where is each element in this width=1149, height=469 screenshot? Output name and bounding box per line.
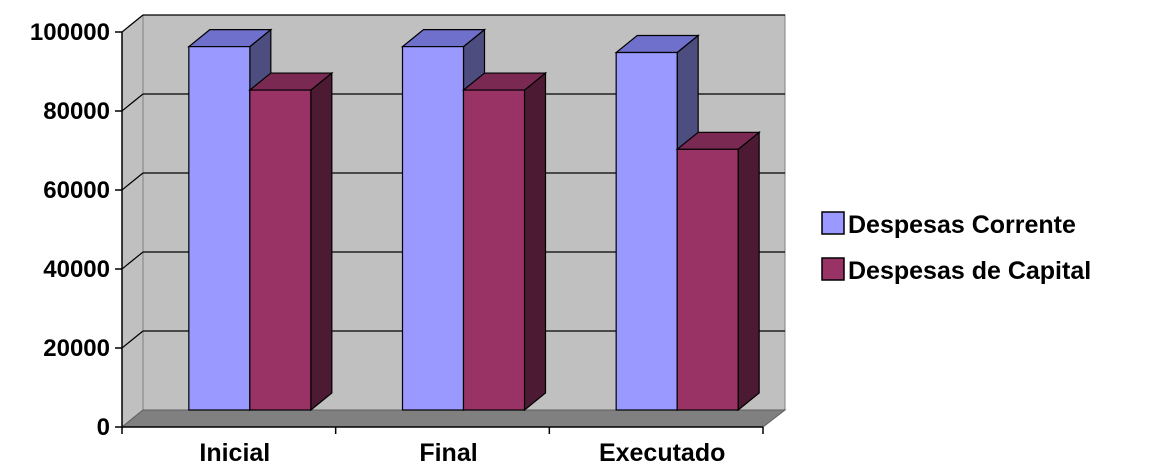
bar-despesas-de-capital-executado	[675, 131, 761, 412]
gridline-side	[121, 14, 144, 33]
y-tick-label: 0	[97, 414, 110, 441]
x-tick-label: Inicial	[199, 439, 270, 467]
legend-label: Despesas Corrente	[848, 211, 1076, 239]
bar-despesas-de-capital-inicial	[248, 71, 334, 412]
y-tick-label: 100000	[30, 19, 110, 46]
chart-side-wall	[121, 13, 144, 429]
y-tick-label: 80000	[43, 98, 110, 125]
gridline-side	[121, 251, 144, 270]
bars	[187, 28, 761, 412]
y-axis-ticks: 0 20000 40000 60000 80000 100000	[30, 19, 122, 441]
legend-swatch	[821, 257, 845, 281]
x-axis-ticks: Inicial Final Executado	[121, 427, 764, 467]
legend-item: Despesas Corrente	[821, 211, 1076, 239]
legend: Despesas Corrente Despesas de Capital	[821, 211, 1091, 285]
chart-floor	[120, 409, 787, 428]
legend-label: Despesas de Capital	[848, 257, 1091, 285]
y-tick-label: 60000	[43, 177, 110, 204]
gridline-side	[121, 330, 144, 349]
legend-swatch	[821, 211, 845, 235]
gridline-side	[121, 93, 144, 112]
legend-item: Despesas de Capital	[821, 257, 1091, 285]
y-tick-label: 20000	[43, 335, 110, 362]
bar-despesas-de-capital-final	[461, 71, 548, 412]
y-tick-label: 40000	[43, 256, 110, 283]
x-tick-label: Final	[419, 439, 477, 467]
gridline-side	[121, 172, 144, 191]
x-tick-label: Executado	[599, 439, 725, 467]
